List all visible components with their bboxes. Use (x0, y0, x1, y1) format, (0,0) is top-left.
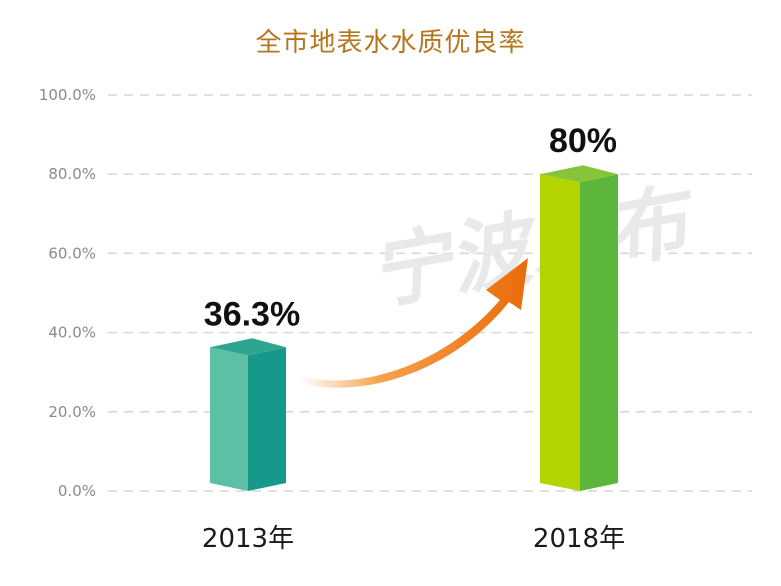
bar-side-face (580, 174, 618, 491)
watermark-layer: 宁波发布 (376, 172, 694, 323)
y-tick-label: 80.0% (48, 165, 96, 183)
y-tick-label: 100.0% (39, 86, 96, 104)
bar-front-face (210, 347, 248, 491)
bar-side-face (248, 347, 286, 491)
bar-front-face (540, 174, 580, 491)
trend-arrow (300, 258, 528, 388)
grid-layer: 0.0% 20.0% 40.0% 60.0% 80.0% 100.0% (39, 86, 752, 500)
y-tick-label: 60.0% (48, 244, 96, 262)
y-tick-label: 40.0% (48, 324, 96, 342)
bar-layer (210, 165, 618, 491)
watermark-text: 宁波发布 (376, 172, 694, 323)
bar-2013年 (210, 338, 286, 491)
bar-top-face (540, 165, 618, 183)
chart-title: 全市地表水水质优良率 (255, 28, 526, 58)
label-layer: 36.3% 2013年 80% 2018年 (202, 122, 625, 554)
x-category-label: 2013年 (202, 524, 294, 554)
y-tick-label: 0.0% (58, 482, 96, 500)
bar-value-label: 36.3% (204, 295, 300, 333)
x-category-label: 2018年 (533, 524, 625, 554)
trend-arrow-shape (300, 258, 528, 388)
bar-value-label: 80% (549, 122, 617, 160)
bar-2018年 (540, 165, 618, 491)
y-tick-label: 20.0% (48, 403, 96, 421)
bar-top-face (210, 338, 286, 356)
